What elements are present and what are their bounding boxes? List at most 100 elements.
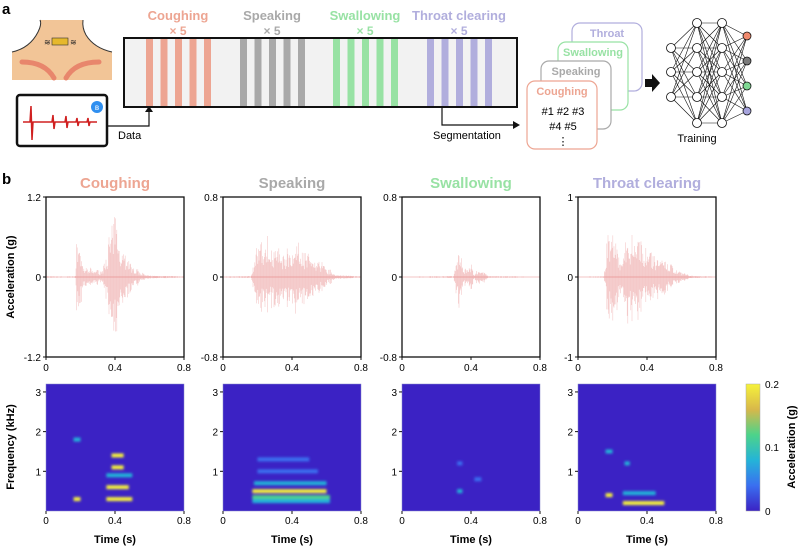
- spectrogram-background: [578, 384, 716, 511]
- segment-card-title: Swallowing: [563, 47, 623, 59]
- x-tick-label: 0.4: [108, 363, 122, 374]
- activity-label: Throat clearing: [412, 8, 506, 23]
- spectrogram-panel-4: 3 2 1 0 0.4 0.8 Time (s): [567, 383, 723, 546]
- data-label: Data: [118, 130, 142, 142]
- spectral-band: [73, 497, 81, 502]
- segment-item: ⋮: [558, 136, 569, 148]
- event-bar: [240, 39, 247, 106]
- x-tick-label: 0.8: [177, 363, 191, 374]
- event-bar: [376, 39, 384, 106]
- neck-illustration: ≋ ≋: [11, 19, 113, 81]
- arrow-right-icon: [645, 74, 660, 92]
- phone-signal-box: ʙ: [15, 93, 109, 148]
- spectral-band: [622, 491, 656, 496]
- panel-a-letter: a: [2, 1, 11, 18]
- sensor-icon: [51, 37, 69, 46]
- nn-node: [692, 67, 702, 77]
- activity-label: Swallowing: [330, 8, 401, 23]
- colorbar: 0.2 0.1 0 Acceleration (g): [745, 380, 798, 518]
- spectral-band: [106, 473, 133, 478]
- event-bar: [283, 39, 291, 106]
- segment-item: #1 #2 #3: [542, 106, 585, 118]
- y-tick-label: 1: [35, 467, 41, 478]
- spectrogram-panel-3: 3 2 1 0 0.4 0.8 Time (s): [391, 383, 547, 546]
- spectral-band: [106, 485, 129, 490]
- output-node: [742, 106, 752, 116]
- segmentation-arrow: [441, 107, 520, 129]
- x-tick-label: 0: [399, 516, 405, 527]
- frequency-axis-label: Frequency (kHz): [5, 404, 17, 490]
- x-tick-label: 0: [220, 363, 226, 374]
- spectral-band: [622, 501, 665, 506]
- spectrogram-background: [402, 384, 540, 511]
- event-bar: [485, 39, 492, 106]
- y-tick-label: 3: [212, 388, 218, 399]
- activity-label: Coughing: [148, 8, 209, 23]
- neural-network-diagram: [666, 18, 752, 128]
- activity-count: × 5: [356, 24, 373, 38]
- spectral-band: [73, 437, 81, 442]
- y-tick-label: -1: [564, 353, 573, 364]
- x-tick-label: 0.4: [285, 516, 299, 527]
- nn-node: [692, 43, 702, 53]
- event-bar: [269, 39, 276, 106]
- y-tick-label: 2: [567, 428, 573, 439]
- x-axis-label: Time (s): [626, 534, 668, 546]
- y-tick-label: 0: [567, 273, 573, 284]
- spectral-band: [605, 493, 613, 498]
- panel-title: Throat clearing: [593, 175, 701, 192]
- nn-node: [692, 118, 702, 128]
- segment-card-title: Throat: [590, 28, 625, 40]
- nn-node: [692, 18, 702, 28]
- x-tick-label: 0.8: [533, 516, 547, 527]
- spectral-band: [457, 489, 463, 494]
- y-tick-label: 1: [391, 467, 397, 478]
- segment-card: [526, 80, 598, 150]
- nn-node: [717, 92, 727, 102]
- y-tick-label: 3: [391, 388, 397, 399]
- x-axis-label: Time (s): [94, 534, 136, 546]
- colorbar-tick: 0.2: [765, 380, 779, 391]
- nn-node: [717, 118, 727, 128]
- svg-text:≋: ≋: [44, 38, 51, 47]
- panel-title: Swallowing: [430, 175, 512, 192]
- spectral-band: [457, 461, 463, 466]
- spectrogram-panel-2: 3 2 1 0 0.4 0.8 Time (s): [212, 383, 368, 546]
- y-tick-label: 1: [212, 467, 218, 478]
- spectral-band: [605, 449, 613, 454]
- x-tick-label: 0.4: [108, 516, 122, 527]
- y-tick-label: 0.8: [204, 193, 218, 204]
- y-tick-label: 2: [391, 428, 397, 439]
- x-tick-label: 0.8: [354, 516, 368, 527]
- event-bar: [160, 39, 168, 106]
- x-tick-label: 0: [575, 516, 581, 527]
- colorbar-tick: 0: [765, 507, 771, 518]
- panel-b-letter: b: [2, 171, 11, 188]
- activity-count: × 5: [450, 24, 467, 38]
- y-tick-label: 2: [212, 428, 218, 439]
- event-bar: [470, 39, 478, 106]
- x-tick-label: 0.4: [464, 363, 478, 374]
- x-tick-label: 0.8: [709, 516, 723, 527]
- y-tick-label: 1.2: [27, 193, 41, 204]
- acceleration-axis-label: Acceleration (g): [5, 235, 17, 318]
- x-tick-label: 0.4: [640, 516, 654, 527]
- y-tick-label: 1: [567, 193, 573, 204]
- x-tick-label: 0.8: [177, 516, 191, 527]
- y-tick-label: 0: [391, 273, 397, 284]
- y-tick-label: 0: [35, 273, 41, 284]
- x-tick-label: 0.4: [285, 363, 299, 374]
- x-tick-label: 0.8: [533, 363, 547, 374]
- bluetooth-icon: [91, 101, 103, 113]
- activity-count: × 5: [263, 24, 280, 38]
- event-bar: [362, 39, 369, 106]
- spectral-band: [257, 457, 310, 462]
- nn-node: [666, 43, 676, 53]
- y-tick-label: 3: [567, 388, 573, 399]
- x-tick-label: 0.8: [354, 363, 368, 374]
- panel-title: Speaking: [259, 175, 326, 192]
- output-node: [742, 56, 752, 66]
